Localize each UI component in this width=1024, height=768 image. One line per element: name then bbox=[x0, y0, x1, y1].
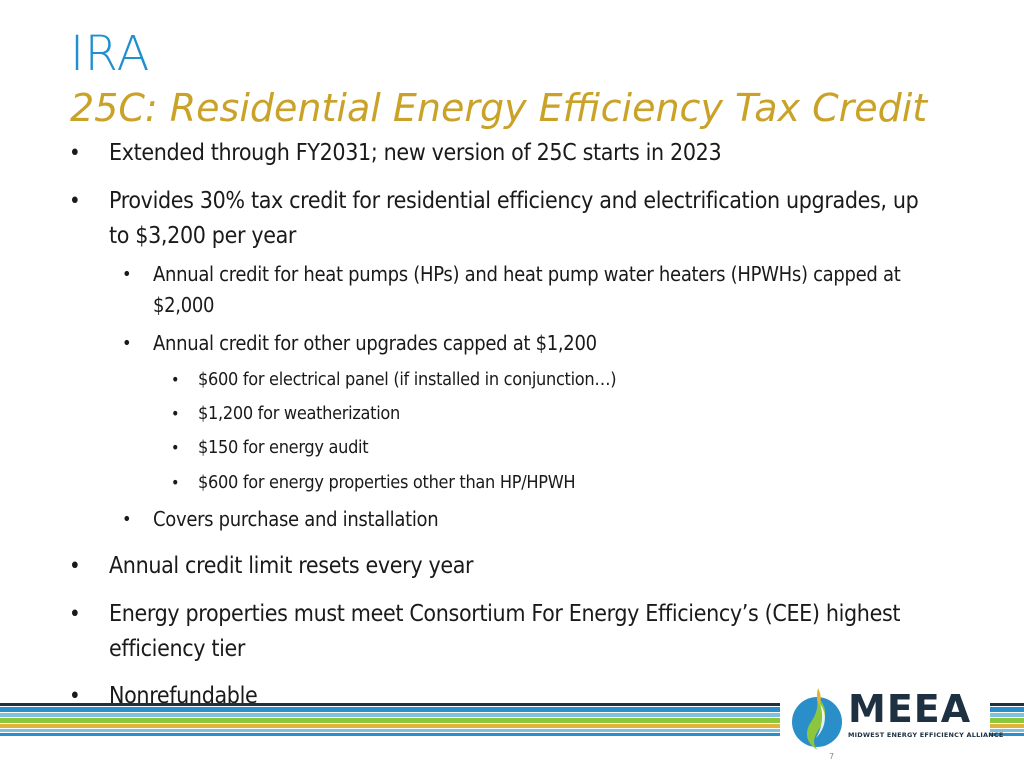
bullet-item: • Provides 30% tax credit for residentia… bbox=[69, 184, 929, 254]
bullet-text: $600 for energy properties other than HP… bbox=[198, 472, 576, 493]
slide-title: IRA bbox=[70, 26, 150, 82]
footer-stripes bbox=[0, 703, 1024, 736]
bullet-text: Annual credit for other upgrades capped … bbox=[153, 331, 597, 355]
sub-bullet-item: • Annual credit for heat pumps (HPs) and… bbox=[122, 259, 953, 321]
bullet-text: Energy properties must meet Consortium F… bbox=[109, 601, 901, 662]
sub-sub-bullet-item: • $600 for electrical panel (if installe… bbox=[171, 367, 938, 393]
slide-subtitle: 25C: Residential Energy Efficiency Tax C… bbox=[70, 86, 928, 130]
bullet-item: • Annual credit limit resets every year bbox=[69, 549, 929, 584]
sub-bullet-item: • Covers purchase and installation bbox=[122, 504, 953, 535]
bullet-marker: • bbox=[171, 404, 180, 423]
bullet-marker: • bbox=[122, 333, 132, 354]
bullet-text: $150 for energy audit bbox=[198, 437, 369, 458]
bullet-text: Annual credit for heat pumps (HPs) and h… bbox=[153, 262, 901, 317]
bullet-marker: • bbox=[69, 189, 81, 214]
bullet-marker: • bbox=[69, 602, 81, 627]
bullet-text: $600 for electrical panel (if installed … bbox=[198, 369, 617, 390]
bullet-text: $1,200 for weatherization bbox=[198, 403, 400, 424]
bullet-marker: • bbox=[69, 554, 81, 579]
bullet-marker: • bbox=[171, 473, 180, 492]
logo-tagline: MIDWEST ENERGY EFFICIENCY ALLIANCE bbox=[848, 731, 1004, 739]
bullet-text: Covers purchase and installation bbox=[153, 507, 439, 531]
logo-wordmark: MEEA bbox=[848, 687, 972, 731]
bullet-marker: • bbox=[171, 370, 180, 389]
bullet-marker: • bbox=[69, 684, 81, 709]
bullet-text: Provides 30% tax credit for residential … bbox=[109, 188, 919, 249]
bullet-item: • Energy properties must meet Consortium… bbox=[69, 597, 929, 667]
page-number: 7 bbox=[829, 752, 835, 761]
sub-bullet-item: • Annual credit for other upgrades cappe… bbox=[122, 328, 953, 359]
bullet-marker: • bbox=[122, 509, 132, 530]
bullet-text: Annual credit limit resets every year bbox=[109, 553, 474, 579]
sub-sub-bullet-item: • $150 for energy audit bbox=[171, 435, 938, 461]
sub-sub-bullet-item: • $1,200 for weatherization bbox=[171, 401, 938, 427]
bullet-text: Extended through FY2031; new version of … bbox=[109, 140, 722, 166]
swoosh-logo-icon bbox=[792, 688, 842, 750]
sub-sub-bullet-item: • $600 for energy properties other than … bbox=[171, 470, 938, 496]
meea-logo: MEEA MIDWEST ENERGY EFFICIENCY ALLIANCE bbox=[788, 684, 1003, 754]
bullet-item: • Extended through FY2031; new version o… bbox=[69, 136, 929, 171]
bullet-marker: • bbox=[122, 264, 132, 285]
bullet-marker: • bbox=[69, 141, 81, 166]
bullet-marker: • bbox=[171, 438, 180, 457]
